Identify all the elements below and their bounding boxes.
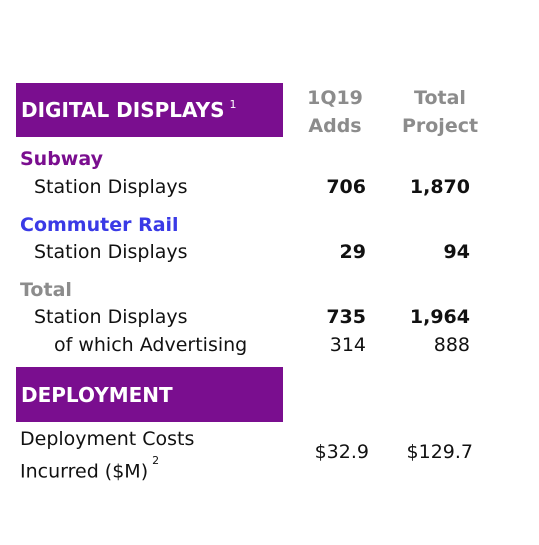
deployment-costs-label-line1: Deployment Costs — [20, 428, 195, 450]
value-deployment-total: $129.7 — [406, 441, 473, 463]
row-label-subway-station-displays: Station Displays — [34, 176, 188, 198]
row-label-rail-station-displays: Station Displays — [34, 241, 188, 263]
deployment-header: DEPLOYMENT — [16, 367, 283, 422]
value-total-adds: 735 — [326, 306, 366, 328]
value-advertising-adds: 314 — [329, 334, 366, 356]
value-subway-total: 1,870 — [409, 176, 470, 198]
deployment-title: DEPLOYMENT — [21, 382, 173, 407]
value-rail-total: 94 — [443, 241, 470, 263]
row-label-advertising: of which Advertising — [54, 334, 248, 356]
deployment-costs-label: Deployment Costs Incurred ($M) 2 — [20, 425, 280, 485]
deployment-costs-label-line2: Incurred ($M) — [20, 460, 149, 483]
digital-displays-header: DIGITAL DISPLAYS 1 — [16, 83, 283, 137]
column-header-adds-line1: 1Q19 — [307, 87, 363, 109]
row-label-total-station-displays: Station Displays — [34, 306, 188, 328]
column-header-total-line1: Total — [414, 87, 466, 109]
column-header-adds-line2: Adds — [308, 115, 362, 137]
value-total-total: 1,964 — [409, 306, 470, 328]
deployment-costs-footnote: 2 — [152, 454, 160, 467]
digital-displays-footnote: 1 — [229, 97, 237, 111]
group-label-total: Total — [20, 279, 72, 301]
group-label-subway: Subway — [20, 148, 103, 170]
column-header-adds: 1Q19 Adds — [295, 84, 375, 140]
value-deployment-adds: $32.9 — [314, 441, 369, 463]
column-header-total: Total Project — [395, 84, 485, 140]
digital-displays-title: DIGITAL DISPLAYS — [21, 98, 225, 122]
value-subway-adds: 706 — [326, 176, 366, 198]
deployment-costs-label-line2-wrap: Incurred ($M) 2 — [20, 453, 280, 485]
value-advertising-total: 888 — [433, 334, 470, 356]
column-header-total-line2: Project — [401, 115, 479, 137]
group-label-commuter-rail: Commuter Rail — [20, 214, 179, 236]
value-rail-adds: 29 — [339, 241, 366, 263]
